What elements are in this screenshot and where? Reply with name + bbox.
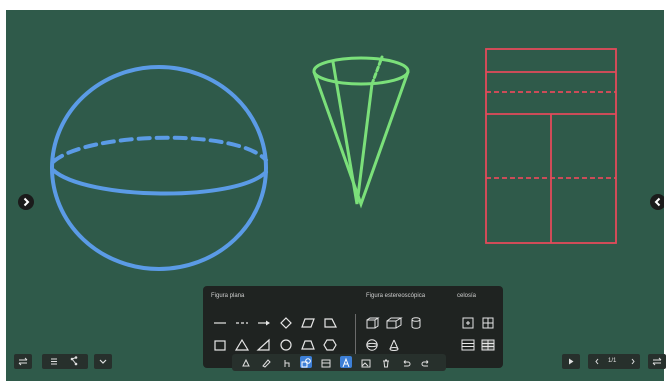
circle-tool[interactable] [277,338,295,352]
trapezoid-right-icon [324,318,337,328]
pen-icon [262,359,271,368]
page-indicator: 1/1 [608,358,617,364]
rhombus-tool[interactable] [277,316,295,330]
shapes-tool[interactable] [300,356,312,368]
grid-4-tool[interactable] [479,316,497,330]
sphere-tool[interactable] [363,338,381,352]
rhombus-icon [280,317,292,329]
undo-icon [403,360,411,367]
redo-icon [421,360,429,367]
table-rows-tool[interactable] [459,338,477,352]
chevron-down-icon [99,359,107,364]
text-icon [342,357,350,368]
cursor-select-icon [242,358,250,367]
page-next-icon[interactable] [631,358,635,365]
cylinder-tool[interactable] [407,316,425,330]
page-navigation: 1/1 [588,354,640,369]
right-triangle-tool[interactable] [255,338,273,352]
table-shapes-title: celosía [457,293,477,299]
trapezoid-right-tool[interactable] [321,316,339,330]
cube-icon [366,317,380,329]
solid-shapes-title: Figura estereoscópica [366,293,426,299]
shapes-icon [301,358,311,368]
whiteboard-canvas[interactable]: Figura plana Figura estereoscópica celos… [6,10,664,381]
laser-tool[interactable] [280,356,292,368]
menu-share-group [42,354,88,369]
undo-button[interactable] [400,356,412,368]
play-icon [569,358,574,365]
table-tool[interactable] [320,356,332,368]
select-tool[interactable] [240,356,252,368]
hexagon-icon [323,339,337,351]
redo-button[interactable] [420,356,432,368]
hexagon-tool[interactable] [321,338,339,352]
text-tool[interactable] [340,356,352,368]
swap-button[interactable] [14,354,32,369]
line-icon [214,322,226,324]
chevron-left-icon [654,197,661,207]
table-grid-tool[interactable] [479,338,497,352]
arrow-icon [258,320,270,326]
page-prev-icon[interactable] [595,358,599,365]
swap-icon [652,357,662,366]
swap-icon [18,357,28,366]
cone-drawing [312,55,410,209]
cuboid-icon [386,317,403,329]
cone-tool[interactable] [385,338,403,352]
dashed-line-tool[interactable] [233,316,251,330]
cube-tool[interactable] [363,316,381,330]
rectangle-icon [214,340,226,351]
chevron-right-icon [23,197,30,207]
table-rows-icon [461,339,475,351]
dashed-line-icon [236,322,248,324]
cone-icon [389,339,399,351]
sphere-icon [366,339,378,351]
swap-right-button[interactable] [648,354,666,369]
triangle-icon [234,338,250,351]
grid-small-icon [462,317,474,329]
grid-table-drawing [485,48,617,244]
grid-four-icon [482,317,494,329]
cylinder-icon [411,317,421,329]
collapse-button[interactable] [94,354,112,369]
parallelogram-tool[interactable] [299,316,317,330]
table-grid-icon [481,339,495,351]
trapezoid-tool[interactable] [299,338,317,352]
trash-icon [383,359,389,368]
rectangle-tool[interactable] [211,338,229,352]
share-icon[interactable] [70,356,78,366]
drawing-toolbar [232,354,446,371]
palette-divider [355,314,356,358]
image-tool[interactable] [360,356,372,368]
cuboid-tool[interactable] [385,316,403,330]
previous-page-button[interactable] [650,194,664,210]
sphere-drawing [50,65,268,271]
table-icon [321,359,331,368]
triangle-tool[interactable] [233,338,251,352]
pen-tool[interactable] [260,356,272,368]
parallelogram-icon [301,318,315,328]
trapezoid-icon [301,340,315,350]
flat-shapes-title: Figura plana [211,293,245,299]
menu-icon[interactable] [51,358,57,365]
play-button[interactable] [562,354,580,369]
next-page-button[interactable] [18,194,34,210]
image-icon [361,359,371,368]
grid-2x2-tool[interactable] [459,316,477,330]
right-triangle-icon [256,338,270,351]
circle-icon [280,339,292,351]
arrow-tool[interactable] [255,316,273,330]
delete-tool[interactable] [380,356,392,368]
hand-pointer-icon [284,360,290,367]
line-tool[interactable] [211,316,229,330]
